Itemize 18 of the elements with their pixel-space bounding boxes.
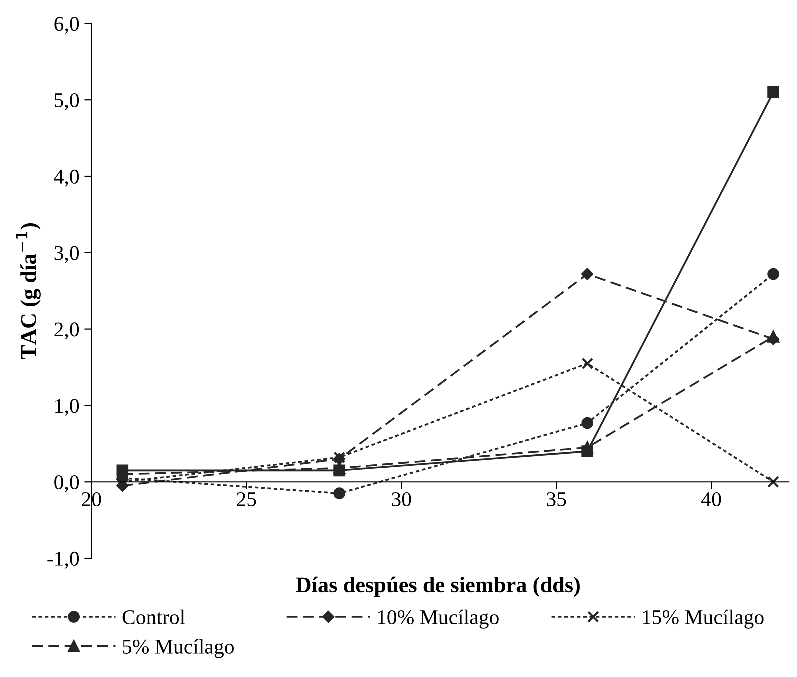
x-tick-label: 30 [392, 492, 412, 507]
x-tick-label: 25 [237, 492, 256, 507]
legend-label: 10% Mucílago [378, 610, 499, 629]
legend-label: 15% Mucílago [643, 610, 764, 629]
y-axis-title: TAC (g día$^{−1}$) [16, 224, 41, 360]
legend-label: Control [122, 610, 186, 625]
y-tick-label: 5,0 [55, 93, 80, 111]
x-tick-label: 35 [547, 492, 566, 507]
y-tick-label: -1,0 [48, 552, 80, 569]
y-tick-label: 6,0 [54, 17, 80, 34]
y-tick-label: 1,0 [56, 399, 80, 416]
x-axis-title: Días despúes de siembra (dds) [296, 576, 580, 598]
y-tick-label: 2,0 [54, 322, 80, 340]
x-tick-label: 40 [702, 492, 722, 507]
y-tick-label: 4,0 [54, 170, 80, 187]
legend-label: 5% Mucílago [123, 639, 234, 658]
y-tick-label: 3,0 [54, 246, 80, 264]
y-tick-label: 0,0 [54, 475, 80, 493]
